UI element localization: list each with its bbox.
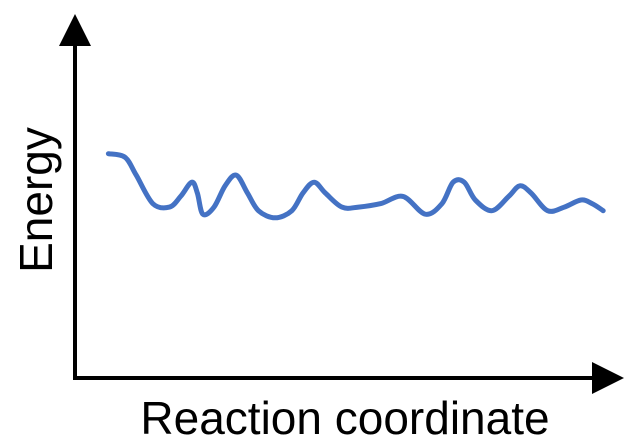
y-axis-label: Energy (10, 127, 62, 273)
x-axis-label: Reaction coordinate (140, 392, 549, 442)
energy-curve-line (105, 151, 606, 221)
